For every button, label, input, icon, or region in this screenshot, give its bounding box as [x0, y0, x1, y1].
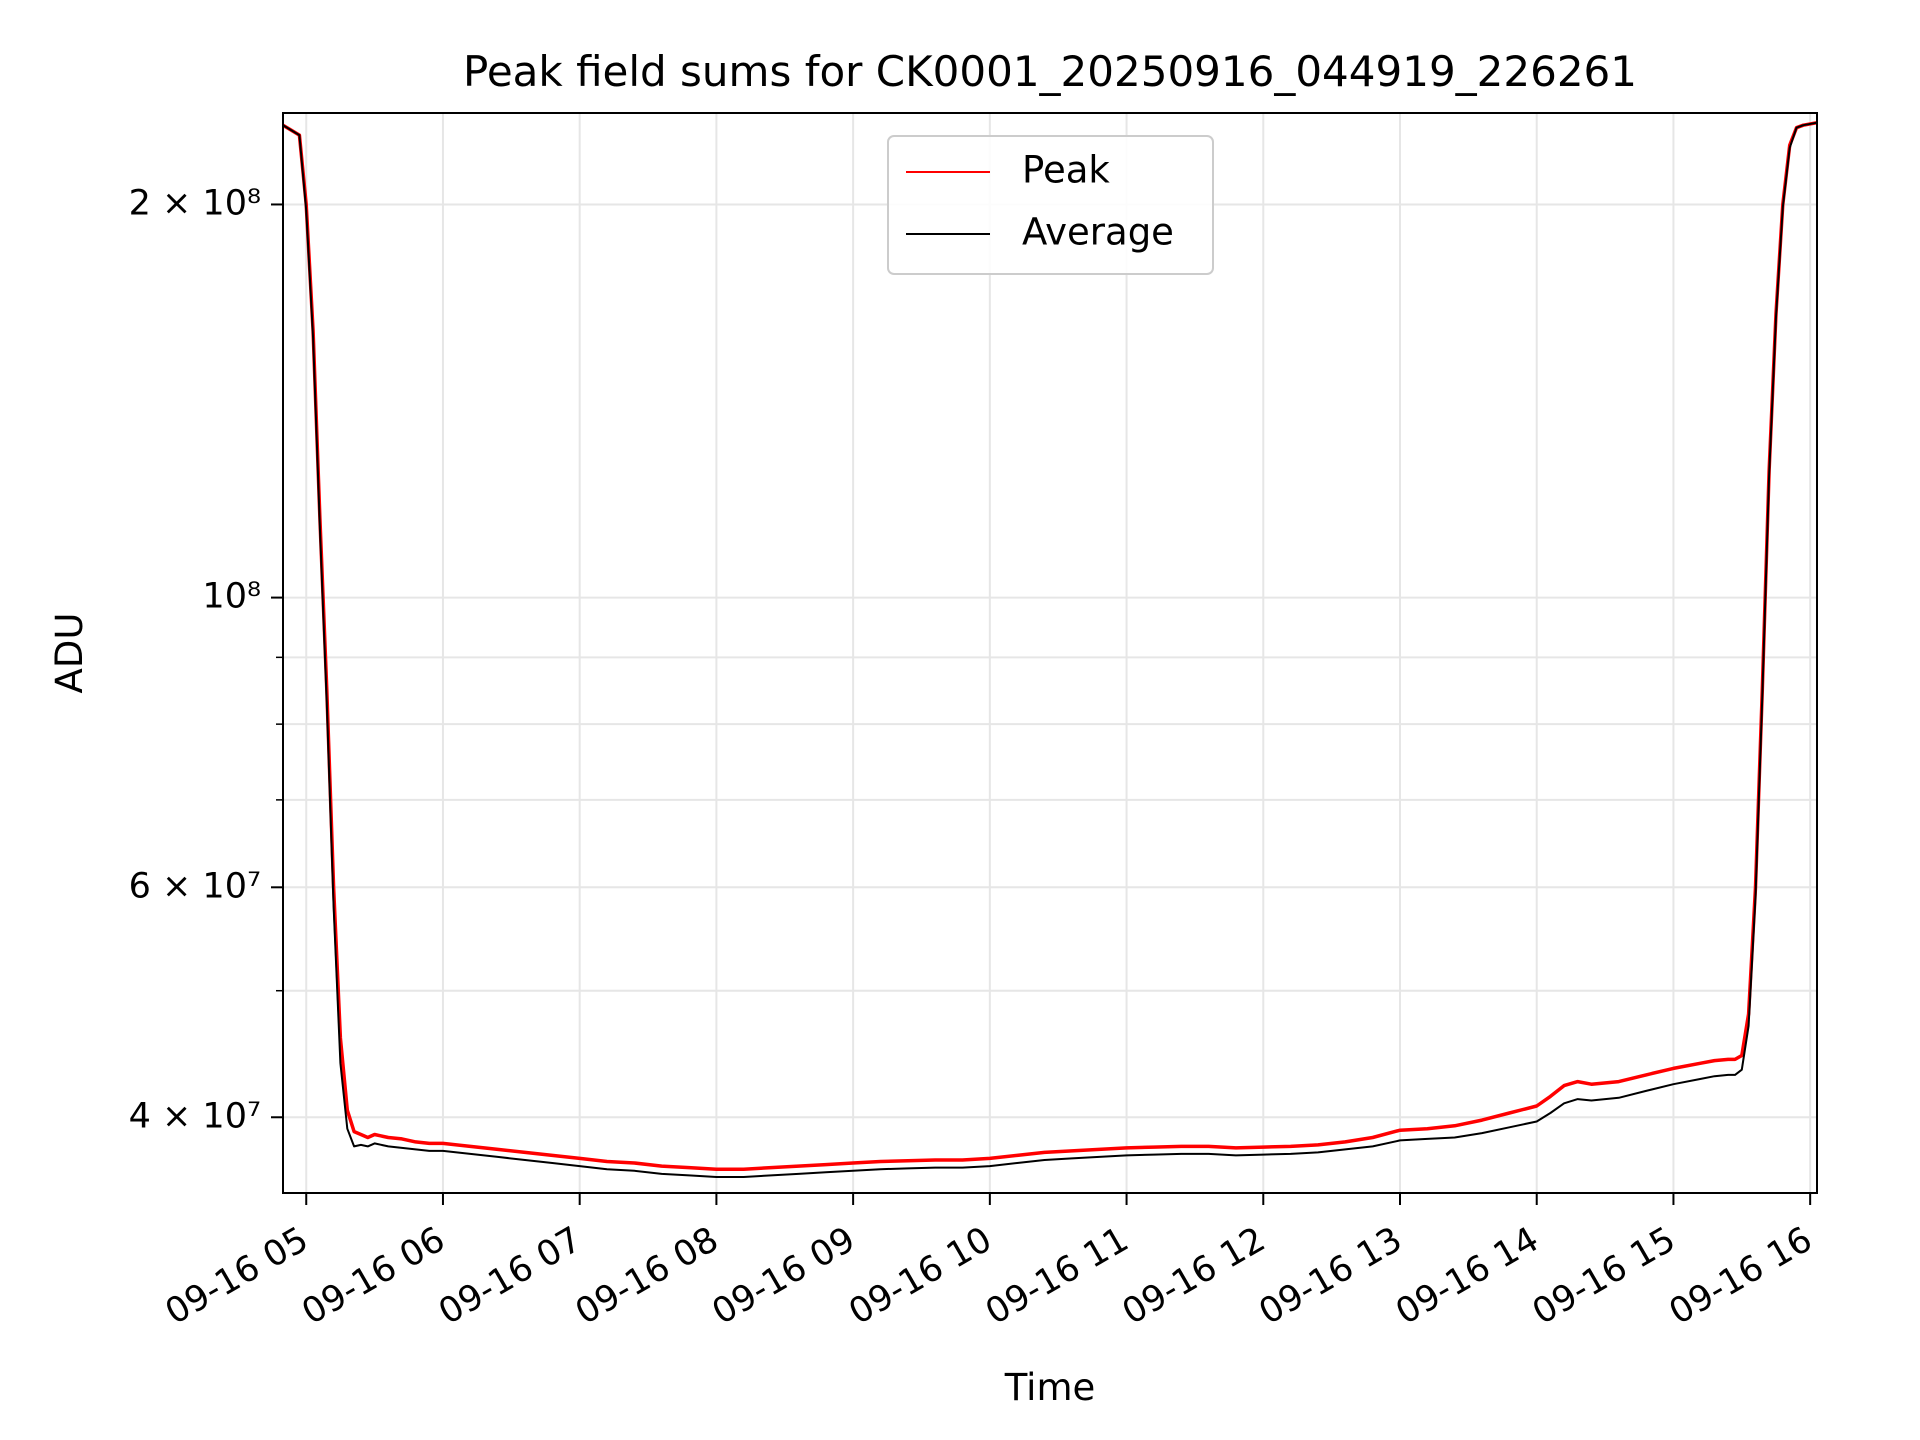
y-tick-label: 2 × 10⁸ — [129, 183, 261, 223]
legend: Peak Average — [887, 135, 1214, 275]
legend-box — [887, 135, 1214, 275]
series-layer — [282, 120, 1818, 1178]
y-axis-label: ADU — [48, 613, 91, 694]
legend-label-average: Average — [1022, 211, 1174, 254]
x-axis-label: Time — [1004, 1366, 1096, 1409]
plot-frame — [282, 112, 1818, 1194]
grid-lines — [283, 113, 1817, 1193]
y-tick-label: 6 × 10⁷ — [129, 866, 261, 906]
y-tick-label: 10⁸ — [202, 577, 261, 617]
legend-label-peak: Peak — [1022, 149, 1110, 192]
series-line-average — [282, 121, 1818, 1178]
y-tick-label: 4 × 10⁷ — [129, 1096, 261, 1136]
series-line-peak — [282, 120, 1818, 1171]
chart-title: Peak field sums for CK0001_20250916_0449… — [463, 47, 1637, 96]
